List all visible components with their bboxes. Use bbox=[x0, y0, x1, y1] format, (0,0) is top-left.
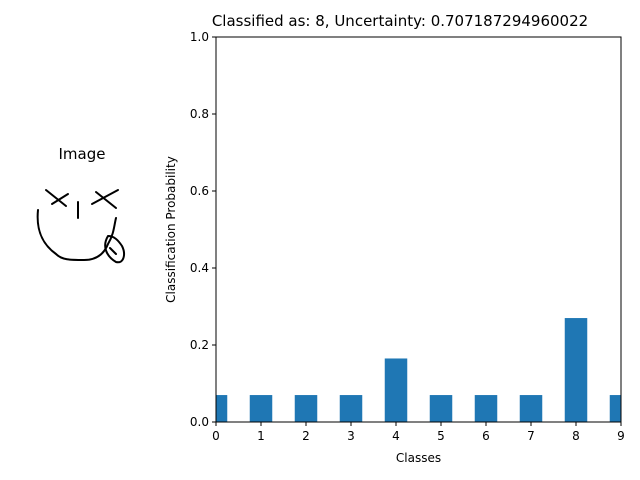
image-title: Image bbox=[58, 145, 106, 163]
bar-class-2 bbox=[294, 395, 318, 422]
x-tick-label: 8 bbox=[572, 429, 580, 443]
x-tick-label: 4 bbox=[392, 429, 400, 443]
bar-class-8 bbox=[564, 318, 588, 422]
y-tick-label: 0.4 bbox=[190, 261, 209, 275]
bar-class-0 bbox=[216, 395, 228, 422]
x-tick-label: 7 bbox=[527, 429, 535, 443]
x-tick-label: 9 bbox=[617, 429, 625, 443]
y-tick-label: 0.8 bbox=[190, 107, 209, 121]
plot-frame bbox=[215, 36, 622, 423]
bar-class-7 bbox=[519, 395, 543, 422]
bar-class-3 bbox=[339, 395, 363, 422]
bar-class-4 bbox=[384, 358, 408, 422]
x-tick-label: 0 bbox=[212, 429, 220, 443]
x-tick-label: 6 bbox=[482, 429, 490, 443]
x-tick-label: 2 bbox=[302, 429, 310, 443]
x-tick-label: 3 bbox=[347, 429, 355, 443]
y-tick-label: 1.0 bbox=[190, 30, 209, 44]
y-tick-label: 0.2 bbox=[190, 338, 209, 352]
bar-class-6 bbox=[474, 395, 498, 422]
x-tick-label: 1 bbox=[257, 429, 265, 443]
y-tick-label: 0.0 bbox=[190, 415, 209, 429]
bar-class-1 bbox=[249, 395, 273, 422]
bar-class-5 bbox=[429, 395, 453, 422]
y-axis-label: Classification Probability bbox=[164, 156, 178, 303]
face-doodle-icon bbox=[36, 189, 125, 264]
x-axis-label: Classes bbox=[396, 451, 441, 465]
chart-title: Classified as: 8, Uncertainty: 0.7071872… bbox=[211, 12, 589, 30]
x-tick-label: 5 bbox=[437, 429, 445, 443]
bar-class-9 bbox=[609, 395, 621, 422]
y-tick-label: 0.6 bbox=[190, 184, 209, 198]
